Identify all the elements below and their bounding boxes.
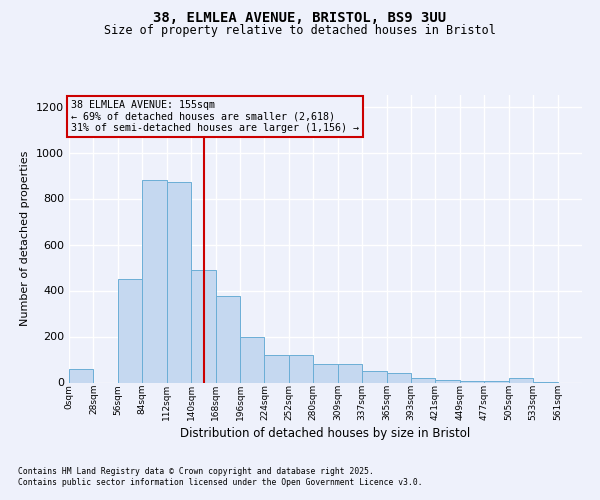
Bar [289, 356, 313, 382]
Bar [215, 296, 240, 382]
Bar [338, 364, 362, 382]
Text: Contains HM Land Registry data © Crown copyright and database right 2025.: Contains HM Land Registry data © Crown c… [18, 467, 374, 476]
Bar [313, 364, 338, 382]
Bar [167, 182, 191, 382]
Bar [240, 336, 265, 382]
Bar [191, 270, 215, 382]
Bar [436, 380, 460, 382]
Text: 38 ELMLEA AVENUE: 155sqm
← 69% of detached houses are smaller (2,618)
31% of sem: 38 ELMLEA AVENUE: 155sqm ← 69% of detach… [71, 100, 359, 133]
Bar [265, 355, 289, 382]
Bar [362, 371, 386, 382]
Text: Size of property relative to detached houses in Bristol: Size of property relative to detached ho… [104, 24, 496, 37]
Bar [142, 180, 167, 382]
Bar [411, 378, 436, 382]
Text: Contains public sector information licensed under the Open Government Licence v3: Contains public sector information licen… [18, 478, 422, 487]
Bar [484, 381, 509, 382]
Bar [460, 380, 484, 382]
Bar [386, 374, 411, 382]
Bar [118, 279, 142, 382]
Bar [69, 368, 94, 382]
X-axis label: Distribution of detached houses by size in Bristol: Distribution of detached houses by size … [181, 427, 470, 440]
Y-axis label: Number of detached properties: Number of detached properties [20, 151, 31, 326]
Text: 38, ELMLEA AVENUE, BRISTOL, BS9 3UU: 38, ELMLEA AVENUE, BRISTOL, BS9 3UU [154, 11, 446, 25]
Bar [509, 378, 533, 382]
